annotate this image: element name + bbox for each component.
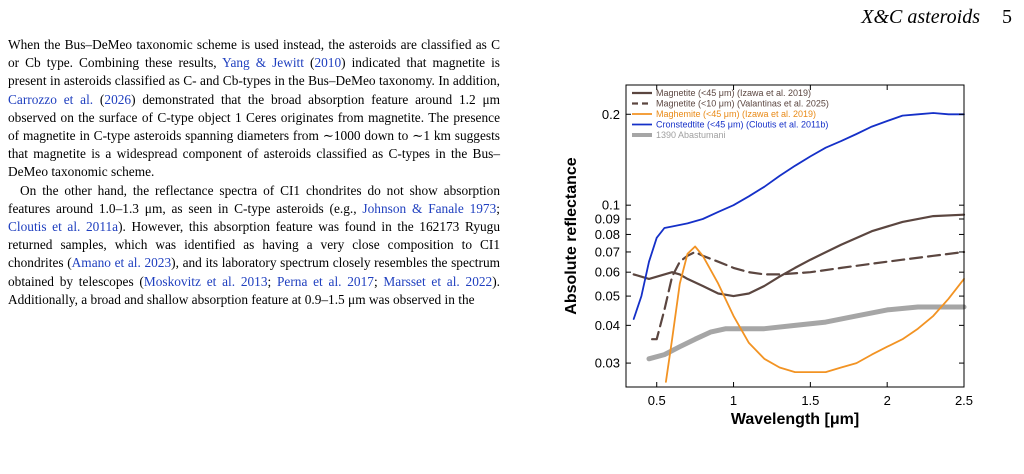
y-tick-label: 0.05 <box>595 289 620 304</box>
x-tick-label: 1 <box>730 393 737 408</box>
body-text-span: On the other hand, the reflectance spect… <box>8 182 500 216</box>
body-text-span: ) indicated that magnetite is present in… <box>8 55 500 89</box>
x-tick-label: 1.5 <box>801 393 819 408</box>
axis-layer: 0.5 1 1.5 2 2.50.030.040.050.060.070.080.090… <box>595 85 973 408</box>
running-title: X&C asteroids <box>861 6 980 28</box>
citation-link[interactable]: Johnson & Fanale 1973 <box>362 200 497 216</box>
series-layer <box>632 112 967 383</box>
y-axis-label: Absolute reflectance <box>563 157 580 314</box>
y-tick-label: 0.06 <box>595 265 620 280</box>
reflectance-figure: 0.5 1 1.5 2 2.5 0.03 0.04 0.05 0.06 0.07 0.08 0.09 0… <box>520 30 1024 469</box>
body-text-span: ( <box>303 55 315 71</box>
citation-link[interactable]: Yang & Jewitt <box>222 55 304 71</box>
series-line-0 <box>632 213 966 298</box>
x-axis-label: Wavelength [μm] <box>731 411 859 428</box>
citation-link[interactable]: Perna et al. 2017 <box>276 273 374 289</box>
body-text-column: When the Bus–DeMeo taxonomic scheme is u… <box>8 36 500 309</box>
legend-label: Magnetite (<10 μm) (Valantinas et al. 20… <box>656 99 829 109</box>
plot-frame <box>625 84 965 388</box>
y-tick-label: 0.1 <box>602 198 620 213</box>
body-text-span: ; <box>373 273 384 289</box>
citation-link[interactable]: Amano et al. 2023 <box>71 255 172 271</box>
y-tick-label: 0.07 <box>595 244 620 259</box>
page-number: 5 <box>1002 6 1012 28</box>
legend-label: Cronstedtite (<45 μm) (Cloutis et al. 20… <box>656 120 828 130</box>
series-line-2 <box>664 245 965 383</box>
paragraph-1: When the Bus–DeMeo taxonomic scheme is u… <box>8 36 500 182</box>
body-text-span: ). However, this absorption feature was … <box>8 219 501 271</box>
series-line-1 <box>651 250 966 341</box>
citation-link[interactable]: Marsset et al. 2022 <box>383 273 493 289</box>
body-text-span: ), and its laboratory spectrum closely r… <box>8 255 501 289</box>
legend: Magnetite (<45 μm) (Izawa et al. 2019)Ma… <box>632 88 829 140</box>
y-tick-label: 0.09 <box>595 211 620 226</box>
series-line-3 <box>632 112 965 320</box>
citation-link[interactable]: Carrozzo et al. <box>8 91 94 107</box>
y-tick-label: 0.04 <box>595 318 620 333</box>
citation-link[interactable]: 2026 <box>104 91 132 107</box>
running-header: X&C asteroids 5 <box>861 6 1012 29</box>
citation-link[interactable]: Moskovitz et al. 2013 <box>143 273 268 289</box>
body-text-span: ). Additionally, a broad and shallow abs… <box>8 273 500 307</box>
body-text-span: ) demonstrated that the broad absorption… <box>8 91 501 180</box>
x-tick-label: 2.5 <box>955 393 973 408</box>
legend-label: Magnetite (<45 μm) (Izawa et al. 2019) <box>656 88 811 98</box>
y-tick-label: 0.2 <box>602 107 620 122</box>
y-tick-label: 0.03 <box>595 356 620 371</box>
legend-label: 1390 Abastumani <box>656 130 726 140</box>
series-line-4 <box>646 304 967 362</box>
body-text-span: ( <box>93 91 105 107</box>
body-text-span: ; <box>496 200 500 216</box>
body-text-span: ; <box>267 273 277 289</box>
x-tick-label: 0.5 <box>648 393 666 408</box>
body-text-span: When the Bus–DeMeo taxonomic scheme is u… <box>8 37 500 71</box>
y-tick-label: 0.08 <box>595 227 620 242</box>
citation-link[interactable]: Cloutis et al. 2011a <box>8 219 119 235</box>
legend-label: Maghemite (<45 μm) (Izawa et al. 2019) <box>656 109 816 119</box>
x-tick-label: 2 <box>884 393 891 408</box>
citation-link[interactable]: 2010 <box>314 55 342 71</box>
reflectance-chart: 0.5 1 1.5 2 2.50.030.040.050.060.070.080.090… <box>563 84 973 428</box>
paragraph-2: On the other hand, the reflectance spect… <box>8 182 500 309</box>
